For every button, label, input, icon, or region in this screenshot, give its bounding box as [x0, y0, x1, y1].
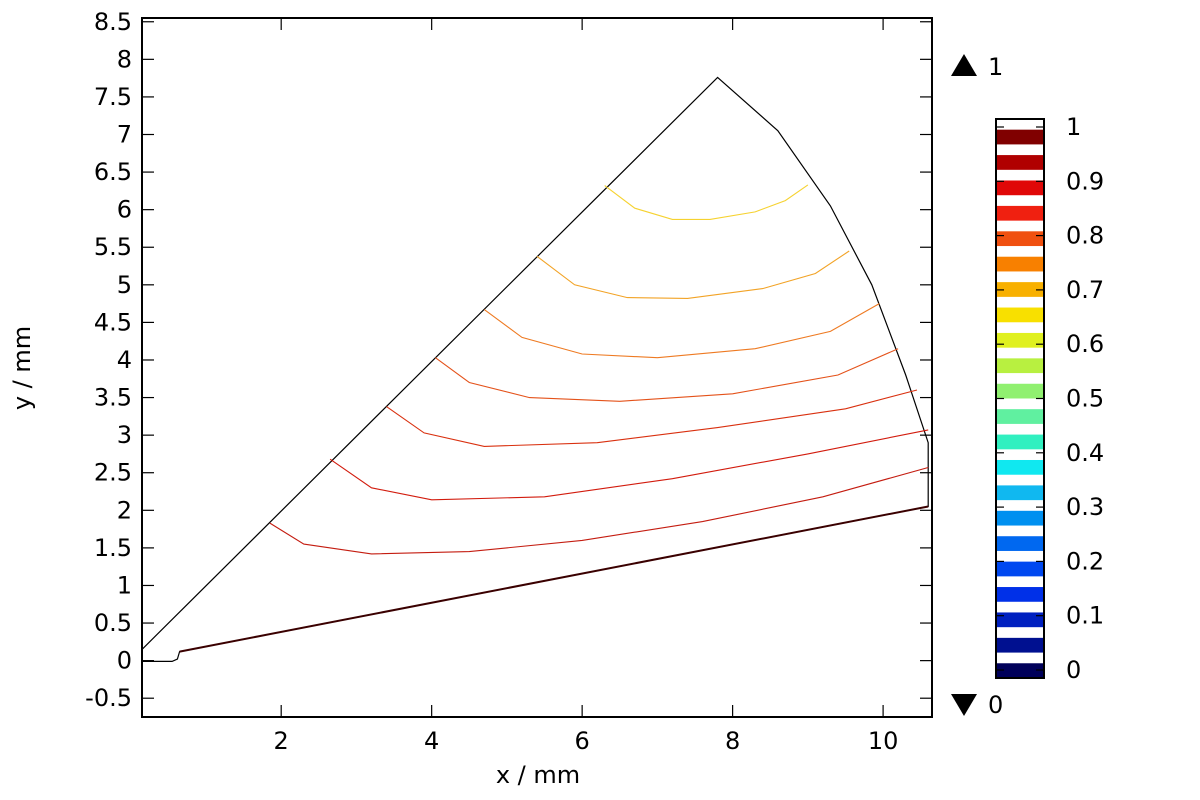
colorbar-band [996, 536, 1044, 551]
y-tick-label: 2 [117, 496, 132, 524]
colorbar-tick-label: 0.9 [1066, 167, 1104, 195]
colorbar-min-triangle-icon [951, 694, 977, 716]
colorbar-band [996, 231, 1044, 247]
colorbar-band [996, 180, 1044, 196]
colorbar-max-triangle-icon [951, 54, 977, 76]
colorbar-tick-labels: 1 0.9 0.8 0.7 0.6 0.5 0.4 0.3 0.2 0.1 0 [996, 113, 1104, 684]
contour-lines [179, 184, 929, 653]
colorbar-min-label: 0 [988, 691, 1003, 719]
colorbar-tick-label: 0 [1066, 656, 1081, 684]
colorbar-band [996, 510, 1044, 526]
x-tick-label: 2 [274, 727, 289, 755]
contour-line [604, 184, 809, 220]
colorbar-band [996, 129, 1044, 145]
colorbar-band [996, 587, 1044, 602]
colorbar-band [996, 637, 1044, 653]
colorbar-tick-label: 0.3 [1066, 493, 1104, 521]
domain-boundary [141, 76, 929, 662]
colorbar-band [996, 561, 1044, 577]
colorbar-max-label: 1 [988, 53, 1003, 81]
colorbar-band [996, 358, 1044, 374]
y-tick-label: 8 [117, 45, 132, 73]
y-tick-label: 2.5 [94, 459, 132, 487]
y-axis-label: y / mm [8, 326, 36, 410]
colorbar-tick-label: 0.5 [1066, 385, 1104, 413]
colorbar-band [996, 256, 1044, 272]
colorbar-frame [995, 118, 1045, 679]
x-tick-label: 10 [868, 727, 899, 755]
colorbar-band [996, 282, 1044, 297]
y-tick-label: 1 [117, 571, 132, 599]
y-tick-label: 4 [117, 346, 132, 374]
y-tick-label: 6 [117, 196, 132, 224]
y-tick-label: 4.5 [94, 308, 132, 336]
colorbar-tick-label: 0.8 [1066, 222, 1104, 250]
colorbar-tick-label: 0.1 [1066, 602, 1104, 630]
y-tick-label: 6.5 [94, 158, 132, 186]
y-tick-label: -0.5 [85, 684, 132, 712]
axis-ticks: 2 4 6 8 10 -0.5 0 0.5 1 1.5 2 2.5 3 3.5 4 4.5 5 5.5 6 6.5 7 7… [85, 8, 932, 755]
contour-line [329, 429, 929, 501]
y-tick-label: 3.5 [94, 384, 132, 412]
y-tick-label: 8.5 [94, 8, 132, 36]
colorbar-tick-label: 0.2 [1066, 547, 1104, 575]
colorbar-band [996, 434, 1044, 450]
colorbar-tick-label: 1 [1066, 113, 1081, 141]
domain-outline [141, 76, 929, 662]
colorbar: 1 1 0.9 0.8 0.7 0.6 0.5 0.4 0.3 0.2 0.1 0 0 [951, 53, 1104, 719]
colorbar-band [996, 459, 1044, 475]
x-tick-label: 6 [575, 727, 590, 755]
colorbar-band [996, 383, 1044, 399]
colorbar-bands [996, 129, 1044, 678]
x-tick-label: 8 [725, 727, 740, 755]
colorbar-tick-label: 0.7 [1066, 276, 1104, 304]
contour-line [179, 505, 929, 653]
y-tick-label: 0 [117, 647, 132, 675]
colorbar-tick-label: 0.6 [1066, 330, 1104, 358]
colorbar-band [996, 485, 1044, 501]
contour-line [536, 250, 850, 299]
colorbar-tick-label: 0.4 [1066, 439, 1104, 467]
colorbar-band [996, 663, 1044, 678]
y-tick-label: 5.5 [94, 233, 132, 261]
colorbar-band [996, 307, 1044, 323]
y-tick-label: 5 [117, 271, 132, 299]
y-tick-label: 7 [117, 121, 132, 149]
x-axis-label: x / mm [496, 761, 580, 789]
colorbar-band [996, 612, 1044, 628]
contour-line [483, 303, 880, 359]
colorbar-band [996, 155, 1044, 170]
plot-frame [141, 17, 933, 718]
y-tick-label: 0.5 [94, 609, 132, 637]
x-tick-label: 4 [424, 727, 439, 755]
contour-line [435, 348, 899, 402]
colorbar-band [996, 409, 1044, 424]
contour-line [386, 389, 918, 447]
colorbar-band [996, 205, 1044, 221]
contour-line [269, 466, 929, 555]
y-tick-label: 3 [117, 421, 132, 449]
colorbar-band [996, 332, 1044, 348]
y-tick-label: 7.5 [94, 83, 132, 111]
y-tick-label: 1.5 [94, 534, 132, 562]
